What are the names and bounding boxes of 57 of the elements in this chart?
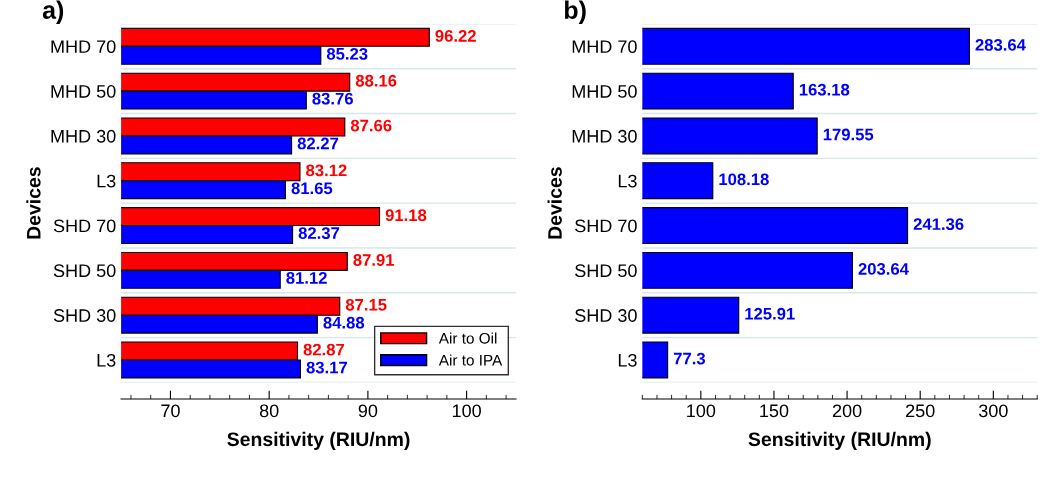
data-label: 82.87	[303, 343, 345, 356]
y-tick-label: MHD 30	[572, 129, 637, 143]
x-tick-label: 200	[832, 404, 862, 418]
data-label: 108.18	[719, 173, 769, 186]
x-tick-label: 300	[978, 404, 1008, 418]
data-label: 91.18	[385, 209, 427, 222]
y-tick-label: L3	[618, 174, 637, 188]
x-tick-label: 100	[452, 404, 481, 418]
y-tick-label: MHD 70	[51, 40, 116, 54]
y-tick-label: L3	[97, 174, 116, 188]
data-label: 83.12	[306, 164, 347, 177]
x-tick-label: 100	[687, 404, 716, 418]
data-label: 81.65	[291, 182, 333, 195]
y-tick-label: SHD 50	[53, 264, 116, 278]
legend-label: Air to IPA	[438, 354, 503, 366]
data-label: 84.88	[323, 316, 365, 329]
data-label: 77.3	[673, 352, 706, 365]
y-axis-title: Devices	[26, 167, 41, 239]
x-axis-title: Sensitivity (RIU/nm)	[748, 431, 931, 450]
data-label: 283.64	[975, 38, 1026, 51]
x-axis-title: Sensitivity (RIU/nm)	[227, 431, 410, 450]
data-label: 125.91	[745, 307, 795, 320]
data-label: 85.23	[326, 47, 368, 60]
data-label: 88.16	[355, 74, 397, 87]
data-label: 96.22	[435, 30, 476, 42]
data-label: 87.91	[353, 254, 395, 266]
y-tick-label: SHD 50	[575, 264, 637, 278]
x-tick-label: 150	[760, 404, 789, 418]
data-label: 81.12	[286, 272, 327, 284]
x-tick-label: 90	[358, 404, 378, 418]
data-label: 82.27	[297, 137, 339, 150]
x-tick-label: 250	[906, 404, 935, 418]
y-tick-label: SHD 30	[53, 309, 116, 322]
data-label: 83.76	[312, 92, 353, 105]
y-tick-label: MHD 50	[51, 85, 116, 98]
x-tick-label: 70	[161, 404, 180, 418]
y-tick-label: MHD 70	[572, 40, 637, 54]
data-label: 82.37	[298, 227, 340, 240]
y-tick-label: L3	[97, 353, 116, 367]
y-tick-label: SHD 70	[53, 219, 116, 233]
data-label: 87.15	[345, 298, 387, 311]
chart-title: b)	[565, 0, 586, 24]
y-tick-label: SHD 30	[575, 309, 637, 322]
data-label: 179.55	[823, 128, 874, 141]
y-axis-title: Devices	[547, 167, 562, 239]
legend-label: Air to Oil	[438, 332, 497, 344]
data-label: 87.66	[350, 119, 392, 132]
chart-title: a)	[42, 0, 64, 24]
data-label: 83.17	[306, 361, 347, 374]
x-tick-label: 80	[259, 404, 279, 418]
data-label: 163.18	[799, 83, 850, 96]
data-label: 241.36	[913, 218, 964, 231]
y-tick-label: MHD 30	[51, 129, 116, 143]
y-tick-label: MHD 50	[572, 85, 637, 98]
data-label: 203.64	[858, 263, 909, 275]
y-tick-label: L3	[618, 353, 637, 367]
y-tick-label: SHD 70	[575, 219, 637, 233]
